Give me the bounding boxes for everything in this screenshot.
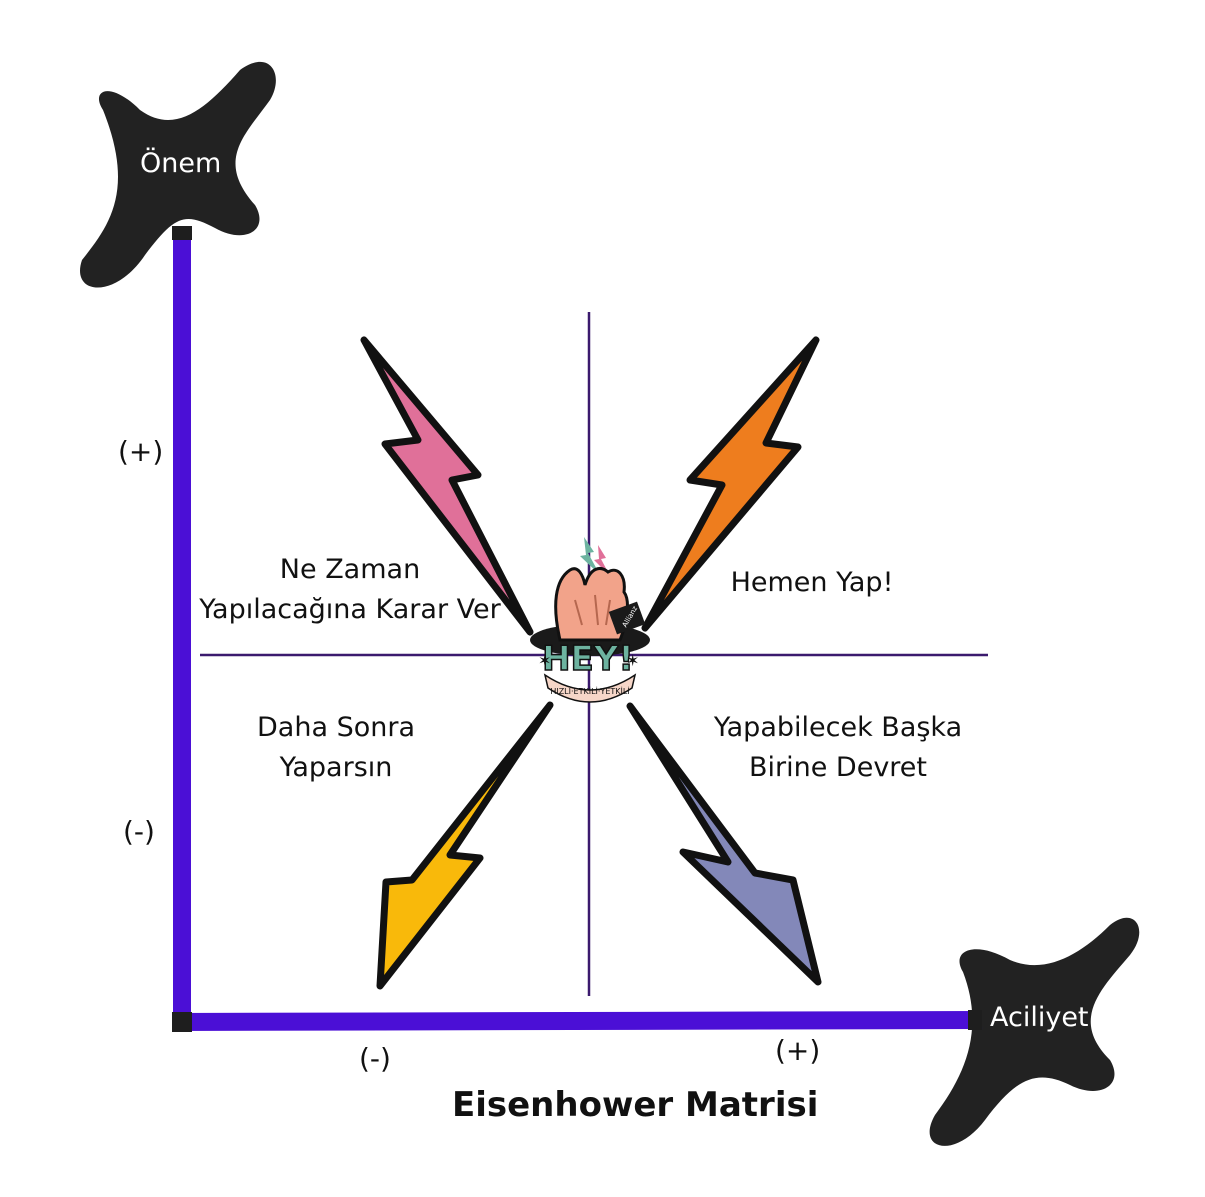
y-minus-label: (-)	[123, 815, 155, 848]
hey-logo: Allianz HEY! ✶ ✶ HIZLI·ETKİLİ·YETKİLİ	[530, 537, 650, 703]
logo-hands-icon	[554, 567, 629, 642]
quadrant-top-left-line-1: Ne Zaman	[279, 554, 421, 585]
urgency-star-shape	[929, 917, 1140, 1146]
pink-lightning-bolt	[360, 336, 534, 636]
blue-lightning-bolt	[626, 702, 822, 986]
diagram-title: Eisenhower Matrisi	[452, 1085, 819, 1125]
quadrant-bottom-left-label: Daha Sonra Yaparsın	[236, 708, 436, 788]
quadrant-bottom-left-line-2: Yaparsın	[279, 752, 393, 783]
importance-star-shape	[80, 61, 276, 288]
quadrant-bottom-right-label: Yapabilecek Başka Birine Devret	[703, 708, 973, 788]
logo-spark-icon	[580, 537, 600, 575]
quadrant-top-right-label: Hemen Yap!	[712, 563, 912, 603]
y-plus-label: (+)	[118, 435, 164, 468]
y-axis-cap	[172, 226, 192, 240]
logo-ribbon	[543, 673, 637, 703]
quadrant-top-right-line-1: Hemen Yap!	[730, 567, 894, 598]
logo-flag	[608, 601, 646, 635]
x-plus-label: (+)	[775, 1034, 821, 1067]
x-minus-label: (-)	[359, 1042, 391, 1075]
quadrant-top-left-line-2: Yapılacağına Karar Ver	[199, 594, 501, 625]
logo-star-left-icon: ✶	[538, 651, 551, 670]
quadrant-bottom-right-line-2: Birine Devret	[748, 752, 928, 783]
quadrant-top-left-label: Ne Zaman Yapılacağına Karar Ver	[190, 550, 510, 630]
x-axis	[172, 1011, 983, 1031]
quadrant-bottom-right-line-1: Yapabilecek Başka	[713, 712, 963, 743]
logo-hey-text: HEY!	[542, 639, 634, 679]
urgency-axis-label: Aciliyet	[990, 1002, 1089, 1033]
logo-hands-detail	[574, 594, 611, 626]
quadrant-bottom-left-line-1: Daha Sonra	[257, 712, 415, 743]
axis-corner	[172, 1012, 192, 1032]
logo-star-right-icon: ✶	[626, 651, 639, 670]
x-axis-cap	[968, 1010, 982, 1030]
logo-spark-icon-2	[594, 545, 610, 576]
yellow-lightning-bolt	[376, 701, 554, 990]
logo-subtext: HIZLI·ETKİLİ·YETKİLİ	[550, 686, 629, 696]
importance-axis-label: Önem	[140, 148, 222, 179]
orange-lightning-bolt	[641, 336, 820, 632]
